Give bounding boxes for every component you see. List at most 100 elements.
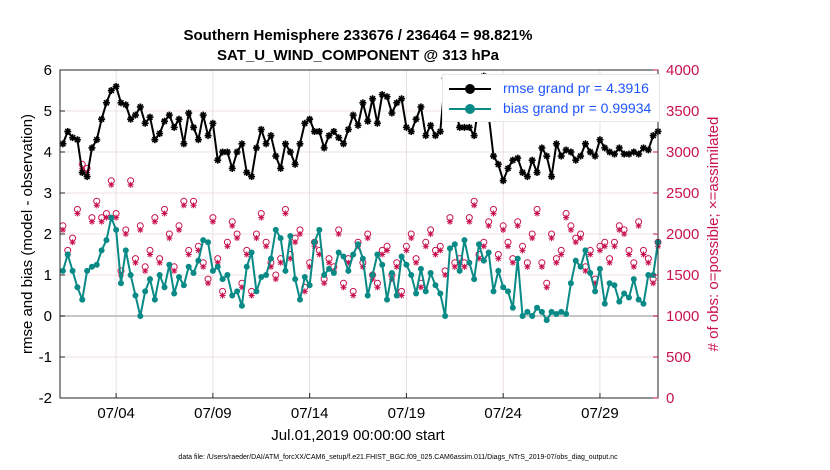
asterisk-stroke xyxy=(258,215,264,221)
rmse-point xyxy=(131,111,139,119)
bias-point xyxy=(103,237,110,244)
rmse-point-stroke xyxy=(500,177,507,184)
asterisk-stroke xyxy=(650,280,656,286)
rmse-point xyxy=(523,173,531,181)
rmse-line xyxy=(61,75,659,184)
asterisk-stroke xyxy=(553,260,559,266)
left-tick-label: -1 xyxy=(39,349,52,366)
rmse-point-stroke xyxy=(219,148,226,156)
rmse-point-stroke xyxy=(592,153,599,160)
obs-assimilated-marker xyxy=(301,288,308,295)
rmse-point-stroke xyxy=(258,126,265,133)
obs-assimilated-marker xyxy=(490,210,497,217)
asterisk-stroke xyxy=(147,251,153,258)
rmse-point-stroke xyxy=(282,140,289,147)
rmse-point xyxy=(417,103,425,111)
rmse-point-stroke xyxy=(616,144,623,151)
rmse-point-stroke xyxy=(200,112,207,119)
chart-title-line1: Southern Hemisphere 233676 / 236464 = 98… xyxy=(184,27,533,44)
rmse-point-stroke xyxy=(553,140,560,147)
obs-assimilated-marker xyxy=(587,251,594,258)
rmse-point xyxy=(165,111,173,119)
obs-assimilated-marker xyxy=(558,251,565,258)
bias-point xyxy=(403,261,410,268)
asterisk-stroke xyxy=(486,223,492,229)
rmse-point-stroke xyxy=(417,103,424,110)
asterisk-stroke xyxy=(374,284,380,290)
rmse-point xyxy=(122,101,130,109)
bias-point xyxy=(263,272,270,278)
asterisk-stroke xyxy=(539,264,545,270)
rmse-point xyxy=(107,87,115,94)
rmse-point-stroke xyxy=(117,99,125,106)
x-tick-label: 07/24 xyxy=(484,405,522,422)
bias-point xyxy=(195,257,202,264)
asterisk-stroke xyxy=(137,227,143,233)
asterisk-stroke xyxy=(234,235,240,241)
asterisk-stroke xyxy=(573,239,579,245)
rmse-point-stroke xyxy=(132,112,139,119)
rmse-point xyxy=(431,132,439,140)
bias-point xyxy=(132,292,139,299)
rmse-point-stroke xyxy=(267,132,275,139)
bias-point xyxy=(74,284,81,291)
rmse-point-stroke xyxy=(171,124,178,131)
right-axis-label: # of obs: o=possible; ×=assimilated xyxy=(705,117,722,352)
asterisk-stroke xyxy=(442,272,448,278)
bias-point xyxy=(59,267,66,274)
bias-point xyxy=(205,239,212,246)
asterisk-stroke xyxy=(384,247,390,253)
rmse-point-stroke xyxy=(548,173,555,180)
rmse-point-stroke xyxy=(79,169,86,176)
right-tick-label: 0 xyxy=(666,390,674,407)
rmse-point xyxy=(533,169,541,176)
rmse-point xyxy=(78,169,86,176)
rmse-point xyxy=(591,152,599,160)
obs-assimilated-marker xyxy=(577,235,584,242)
rmse-point xyxy=(402,123,410,131)
rmse-point xyxy=(141,119,149,127)
rmse-point-stroke xyxy=(296,140,304,147)
rmse-point xyxy=(73,136,81,144)
asterisk-stroke xyxy=(282,210,289,217)
rmse-point xyxy=(93,136,101,144)
rmse-point-stroke xyxy=(195,136,202,143)
obs-assimilated-marker xyxy=(122,231,129,237)
bias-point xyxy=(475,241,482,248)
bias-point xyxy=(350,251,357,258)
bias-point xyxy=(384,296,391,303)
bias-point xyxy=(490,288,497,295)
rmse-point-stroke xyxy=(84,173,91,180)
rmse-point xyxy=(83,173,91,181)
obs-assimilated-marker xyxy=(519,247,526,254)
obs-assimilated-marker xyxy=(59,226,66,233)
asterisk-stroke xyxy=(321,280,327,286)
rmse-point xyxy=(388,109,396,117)
bias-point xyxy=(563,310,570,317)
rmse-point xyxy=(519,169,527,176)
rmse-point xyxy=(649,132,657,140)
rmse-point-stroke xyxy=(635,150,642,158)
asterisk-stroke xyxy=(490,210,497,217)
rmse-point-stroke xyxy=(596,136,604,143)
obs-assimilated-marker xyxy=(74,210,81,217)
bias-point xyxy=(461,237,468,244)
rmse-point-stroke xyxy=(161,118,168,125)
bias-point xyxy=(345,267,352,274)
obs-assimilated-marker xyxy=(132,259,139,266)
bias-point xyxy=(243,263,250,270)
obs-assimilated-marker xyxy=(500,226,507,233)
bias-point xyxy=(485,249,492,256)
obs-assimilated-marker xyxy=(296,231,303,237)
rmse-point-stroke xyxy=(224,148,231,156)
bias-point xyxy=(171,290,178,297)
asterisk-stroke xyxy=(481,243,487,249)
rmse-point xyxy=(601,144,609,152)
rmse-point xyxy=(190,123,198,131)
bias-point xyxy=(451,241,458,248)
bias-point xyxy=(234,288,241,295)
rmse-point-stroke xyxy=(504,165,512,172)
bias-point xyxy=(287,233,294,240)
asterisk-stroke xyxy=(186,251,192,258)
asterisk-stroke xyxy=(423,243,429,249)
